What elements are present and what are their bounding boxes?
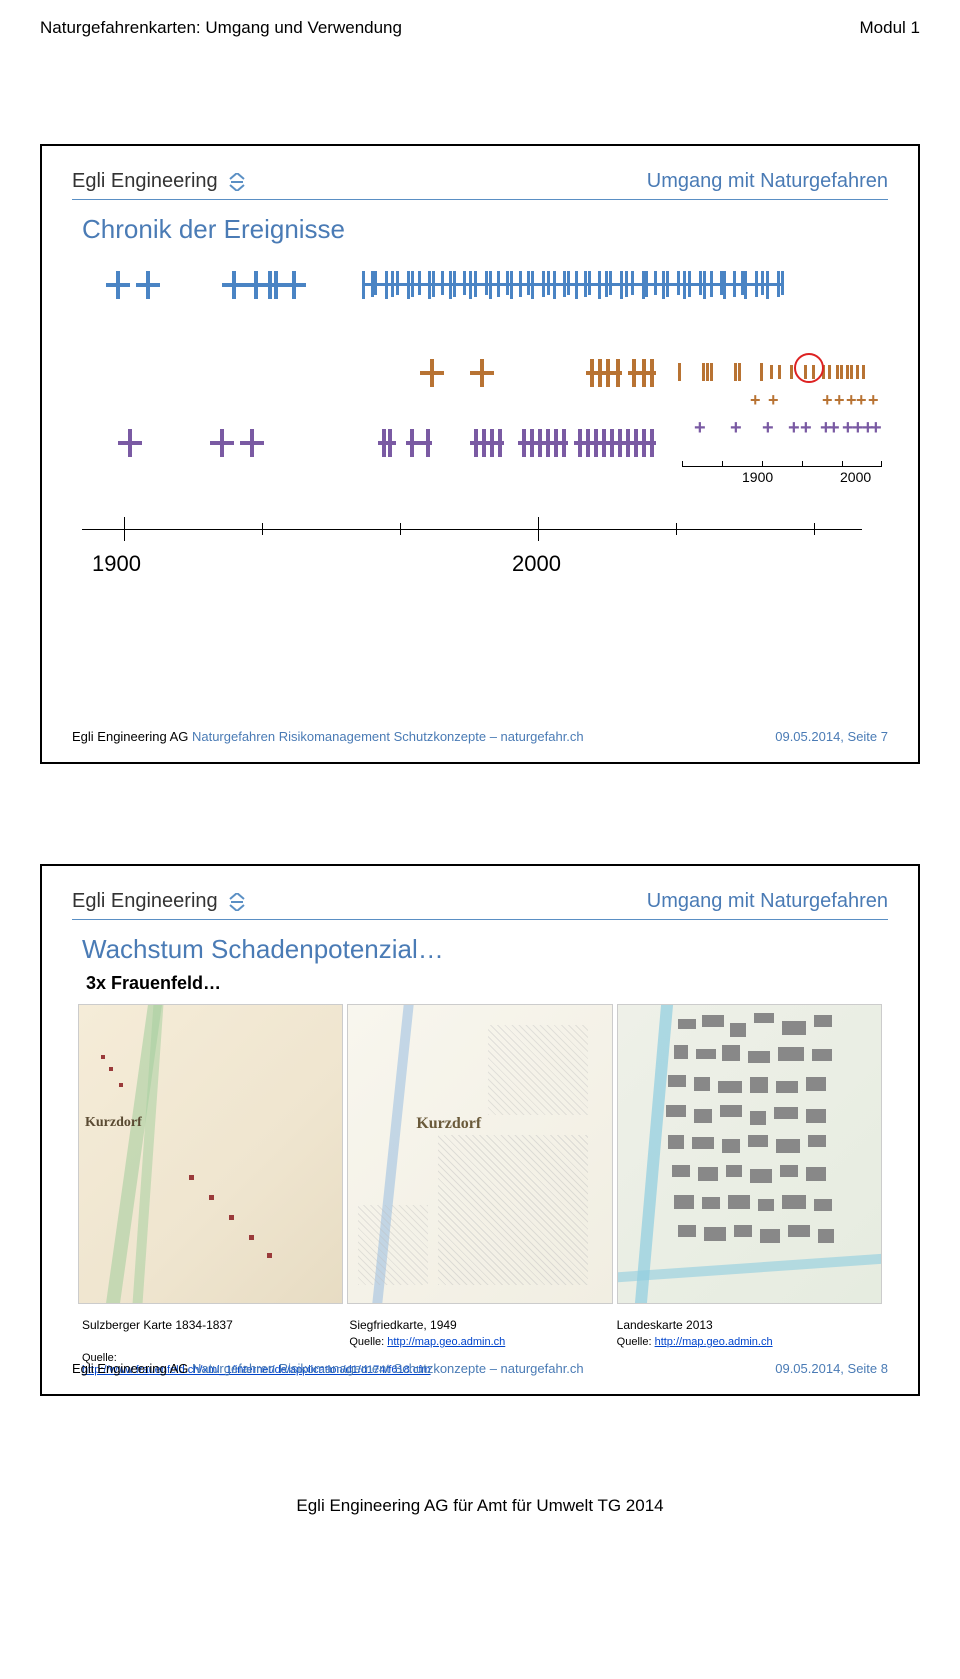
map-2013 bbox=[617, 1004, 882, 1304]
slide1-header: Egli Engineering Umgang mit Naturgefahre… bbox=[72, 170, 888, 200]
source2-link[interactable]: http://map.geo.admin.ch bbox=[387, 1336, 505, 1348]
map-1834: Kurzdorf bbox=[78, 1004, 343, 1304]
slide2-footer-company: Egli Engineering AG bbox=[72, 1361, 188, 1376]
slide-1: Egli Engineering Umgang mit Naturgefahre… bbox=[40, 144, 920, 764]
slide2-toptitle: Umgang mit Naturgefahren bbox=[647, 890, 888, 913]
slide1-toptitle: Umgang mit Naturgefahren bbox=[647, 170, 888, 193]
highlight-circle bbox=[794, 353, 824, 383]
map-1949: Kurzdorf bbox=[347, 1004, 612, 1304]
header-right: Modul 1 bbox=[860, 18, 920, 38]
slide-2: Egli Engineering Umgang mit Naturgefahre… bbox=[40, 864, 920, 1396]
source3-link[interactable]: http://map.geo.admin.ch bbox=[655, 1336, 773, 1348]
slide2-footer: Egli Engineering AG Naturgefahren Risiko… bbox=[72, 1361, 888, 1376]
inset-axis bbox=[682, 455, 882, 467]
timeline-row-2b: + + + + + + + bbox=[750, 391, 880, 413]
map-row: Kurzdorf Kurzdorf bbox=[78, 1004, 882, 1304]
slide1-footer-company: Egli Engineering AG bbox=[72, 729, 188, 744]
brand: Egli Engineering bbox=[72, 170, 246, 193]
slide1-title: Chronik der Ereignisse bbox=[82, 214, 878, 245]
main-axis-label-1900: 1900 bbox=[92, 551, 141, 577]
main-axis-label-2000: 2000 bbox=[512, 551, 561, 577]
inset-axis-label-1900: 1900 bbox=[742, 469, 773, 485]
timeline-row-3-inset: + + + + + + + + + + + bbox=[694, 418, 880, 440]
page-header: Naturgefahrenkarten: Umgang und Verwendu… bbox=[40, 0, 920, 44]
map1-label-kurzdorf: Kurzdorf bbox=[85, 1115, 142, 1131]
inset-axis-label-2000: 2000 bbox=[840, 469, 871, 485]
slide2-footer-blue: Naturgefahren Risikomanagement Schutzkon… bbox=[188, 1361, 583, 1376]
slide2-footer-date: 09.05.2014, Seite 8 bbox=[775, 1361, 888, 1376]
brand-text-2: Egli Engineering bbox=[72, 890, 218, 913]
brand-logo-icon-2 bbox=[228, 893, 246, 911]
main-axis bbox=[82, 529, 862, 530]
slide1-footer-blue: Naturgefahren Risikomanagement Schutzkon… bbox=[188, 729, 583, 744]
slide1-footer: Egli Engineering AG Naturgefahren Risiko… bbox=[72, 729, 888, 744]
slide2-subtitle: 3x Frauenfeld… bbox=[86, 973, 874, 994]
map2-label-kurzdorf: Kurzdorf bbox=[416, 1115, 481, 1133]
slide2-title: Wachstum Schadenpotenzial… bbox=[82, 934, 878, 965]
page-footer: Egli Engineering AG für Amt für Umwelt T… bbox=[40, 1496, 920, 1516]
slide1-footer-date: 09.05.2014, Seite 7 bbox=[775, 729, 888, 744]
caption-3: Landeskarte 2013 bbox=[617, 1318, 878, 1332]
caption-1: Sulzberger Karte 1834-1837 bbox=[82, 1318, 343, 1332]
map-captions: Sulzberger Karte 1834-1837 Siegfriedkart… bbox=[82, 1318, 878, 1332]
slide2-header: Egli Engineering Umgang mit Naturgefahre… bbox=[72, 890, 888, 920]
row1-ticks bbox=[362, 271, 782, 299]
source3-prefix: Quelle: bbox=[617, 1336, 655, 1348]
brand-text: Egli Engineering bbox=[72, 170, 218, 193]
caption-2: Siegfriedkarte, 1949 bbox=[349, 1318, 610, 1332]
source-row-links: Quelle: http://map.geo.admin.ch Quelle: … bbox=[82, 1336, 878, 1348]
event-timeline-chart: + + + + + + + bbox=[82, 253, 878, 603]
timeline-row-2-inset bbox=[672, 359, 872, 389]
source2-prefix: Quelle: bbox=[349, 1336, 387, 1348]
brand-2: Egli Engineering bbox=[72, 890, 246, 913]
brand-logo-icon bbox=[228, 173, 246, 191]
header-left: Naturgefahrenkarten: Umgang und Verwendu… bbox=[40, 18, 402, 38]
